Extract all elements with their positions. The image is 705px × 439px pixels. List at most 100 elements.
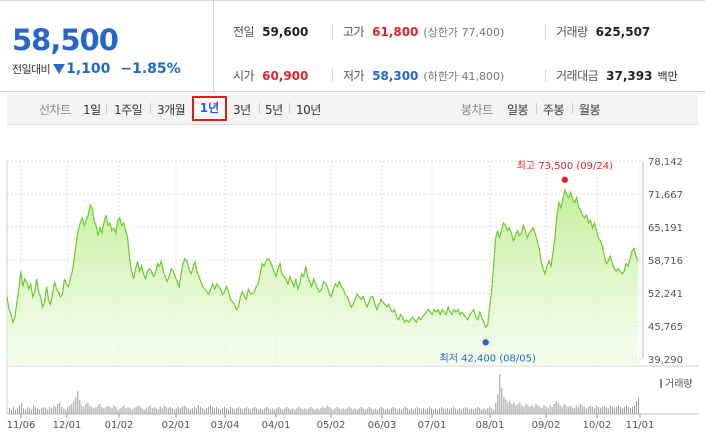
chart-annotations: 최고 73,500 (09/24) 최저 42,400 (08/05) <box>440 160 614 365</box>
volume-bar <box>501 388 503 414</box>
volume-bar <box>35 406 37 414</box>
volume-bar <box>360 406 362 414</box>
volume-bar <box>459 408 461 414</box>
volume-bar <box>467 408 469 414</box>
volume-bar <box>638 396 639 414</box>
y-tick-label: 52,241 <box>648 289 683 300</box>
volume-bar <box>159 406 161 414</box>
volume-bar <box>483 408 485 414</box>
volume-bar <box>264 408 266 414</box>
volume-bar <box>262 409 264 414</box>
x-tick-label: 06/03 <box>368 420 397 431</box>
period-10y-button[interactable]: 10년 <box>296 103 321 117</box>
price-area <box>7 189 638 366</box>
volume-bar <box>537 405 539 414</box>
volume-bar <box>314 409 316 414</box>
volume-bar <box>569 405 571 414</box>
stat-value: 37,393 <box>606 69 653 83</box>
volume-bar <box>384 409 386 414</box>
volume-bar <box>292 408 294 414</box>
x-tick-label: 08/01 <box>476 420 505 431</box>
volume-bar <box>545 406 547 414</box>
volume-bar <box>171 408 173 414</box>
volume-bar <box>304 408 306 414</box>
volume-bar <box>457 409 459 414</box>
volume-bar <box>613 408 615 414</box>
volume-bar <box>149 405 151 414</box>
volume-bar <box>378 408 380 414</box>
stat-open: 시가 60,900 <box>233 67 308 84</box>
volume-bar <box>37 408 39 414</box>
volume-bar <box>101 406 103 414</box>
volume-chart: 거래량 <box>9 374 693 414</box>
candle-monthly-button[interactable]: 월봉 <box>579 103 601 117</box>
volume-bar <box>181 406 183 414</box>
volume-bar <box>559 405 561 414</box>
period-5y-button[interactable]: 5년 <box>265 103 283 117</box>
volume-bar <box>328 406 330 414</box>
divider <box>289 103 290 114</box>
volume-bar <box>226 408 227 414</box>
volume-bar <box>238 406 240 414</box>
period-1y-button[interactable]: 1년 <box>192 96 227 121</box>
volume-bar <box>224 406 225 414</box>
volume-bar <box>318 409 320 414</box>
volume-bar <box>157 409 159 414</box>
volume-bar <box>406 408 408 414</box>
volume-bar <box>386 408 388 414</box>
volume-bar <box>382 408 384 414</box>
volume-bar <box>437 409 438 414</box>
volume-bar <box>214 408 215 414</box>
volume-bar <box>398 408 400 414</box>
volume-bar <box>547 408 549 414</box>
volume-bar <box>465 406 467 414</box>
volume-bar <box>59 402 61 414</box>
volume-bar <box>449 409 451 414</box>
period-1y-label: 1년 <box>199 101 220 115</box>
volume-bar <box>453 406 455 414</box>
x-tick-label: 11/01 <box>626 420 655 431</box>
period-1w-button[interactable]: 1주일 <box>114 103 143 117</box>
volume-bar <box>175 408 177 414</box>
volume-bar <box>599 408 601 414</box>
volume-bar <box>348 406 350 414</box>
volume-bar <box>342 408 344 414</box>
volume-bar <box>17 408 18 414</box>
volume-bar <box>527 405 529 414</box>
volume-bar <box>260 408 262 414</box>
volume-bar <box>129 408 131 414</box>
period-3y-button[interactable]: 3년 <box>233 103 251 117</box>
volume-bar <box>563 404 565 414</box>
volume-bar <box>294 409 296 414</box>
period-3m-button[interactable]: 3개월 <box>157 103 186 117</box>
volume-bar <box>336 406 338 414</box>
candle-daily-button[interactable]: 일봉 <box>507 103 529 117</box>
trade-value-unit: 백만 <box>657 70 678 83</box>
volume-bar <box>250 409 252 414</box>
volume-bar <box>320 408 322 414</box>
candle-weekly-button[interactable]: 주봉 <box>543 103 565 117</box>
volume-bar <box>443 408 445 414</box>
volume-bar <box>147 406 149 414</box>
volume-bar <box>575 405 577 414</box>
volume-bar <box>155 408 157 414</box>
period-1d-button[interactable]: 1일 <box>83 103 101 117</box>
stat-value: 61,800 <box>372 25 419 39</box>
down-triangle-icon <box>53 64 66 74</box>
volume-bar <box>274 409 276 414</box>
volume-bar <box>402 408 404 414</box>
volume-bar <box>603 405 605 414</box>
lower-limit: (하한가 41,800) <box>423 70 505 83</box>
volume-bar <box>278 406 280 414</box>
volume-bar <box>625 405 627 414</box>
divider <box>106 103 107 114</box>
volume-bar <box>246 406 248 414</box>
volume-bar <box>254 406 256 414</box>
volume-bar <box>499 374 501 414</box>
current-price-box: 58,500 전일대비 1,100 −1.85% <box>0 1 214 92</box>
volume-bar <box>615 406 617 414</box>
volume-bar <box>509 401 511 414</box>
volume-bar <box>173 409 175 414</box>
volume-bar <box>308 408 310 414</box>
